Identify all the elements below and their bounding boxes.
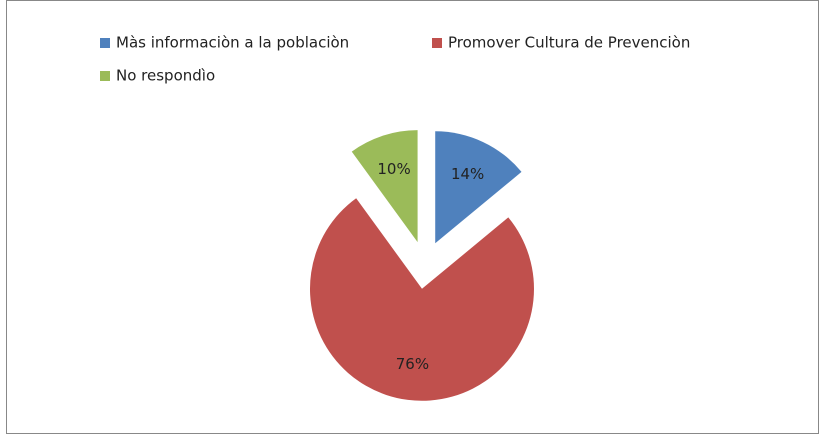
legend-label: Màs informaciòn a la poblaciòn [116,34,349,52]
pie-slice [309,198,534,401]
pie-slice [351,130,418,243]
legend-label: Promover Cultura de Prevenciòn [448,34,690,52]
data-label: 14% [451,165,484,183]
legend-swatch [432,38,442,48]
data-label: 76% [396,355,429,373]
legend-swatch [100,71,110,81]
data-label: 10% [377,160,410,178]
legend-label: No respondìo [116,67,215,85]
legend-swatch [100,38,110,48]
pie-slice [435,131,522,244]
